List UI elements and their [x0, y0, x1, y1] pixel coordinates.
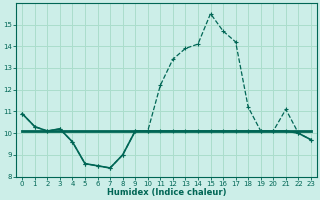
X-axis label: Humidex (Indice chaleur): Humidex (Indice chaleur) — [107, 188, 226, 197]
